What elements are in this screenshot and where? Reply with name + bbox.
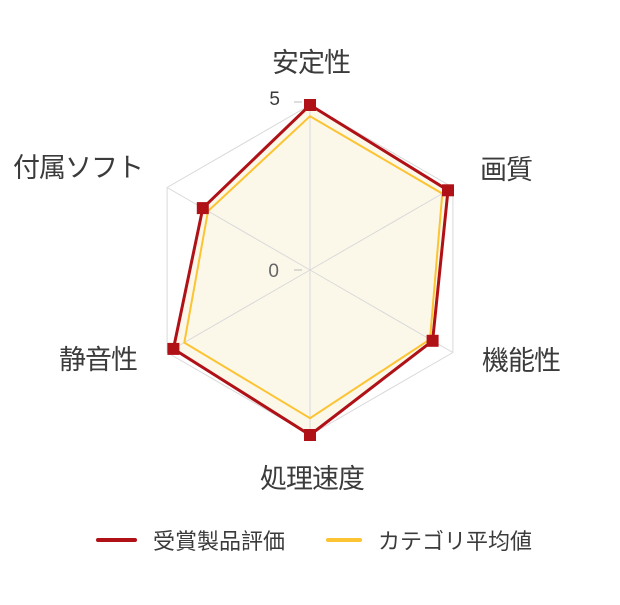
svg-text:5: 5 [269, 89, 280, 110]
svg-text:0: 0 [268, 261, 279, 282]
